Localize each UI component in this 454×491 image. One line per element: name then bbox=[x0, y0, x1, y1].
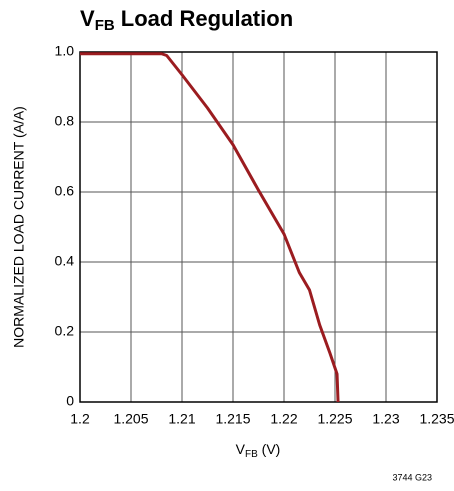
y-tick-label: 0.4 bbox=[55, 253, 75, 269]
y-tick-label: 0.2 bbox=[55, 323, 75, 339]
x-tick-label: 1.225 bbox=[317, 411, 352, 427]
y-tick-label: 0 bbox=[66, 393, 74, 409]
data-line bbox=[80, 52, 340, 403]
y-axis-label: NORMALIZED LOAD CURRENT (A/A) bbox=[11, 106, 27, 348]
x-tick-label: 1.215 bbox=[215, 411, 250, 427]
x-tick-label: 1.205 bbox=[113, 411, 148, 427]
x-tick-label: 1.22 bbox=[270, 411, 297, 427]
plot-frame bbox=[79, 51, 438, 403]
y-tick-label: 0.8 bbox=[55, 113, 75, 129]
x-tick-label: 1.21 bbox=[168, 411, 195, 427]
x-tick-label: 1.23 bbox=[372, 411, 399, 427]
x-tick-label: 1.2 bbox=[70, 411, 90, 427]
chart-title: VFB Load Regulation bbox=[80, 6, 293, 34]
x-tick-label: 1.235 bbox=[419, 411, 454, 427]
x-axis-label: VFB (V) bbox=[236, 441, 281, 460]
y-tick-label: 1.0 bbox=[55, 43, 75, 59]
y-tick-label: 0.6 bbox=[55, 183, 75, 199]
figure-code: 3744 G23 bbox=[392, 472, 432, 482]
